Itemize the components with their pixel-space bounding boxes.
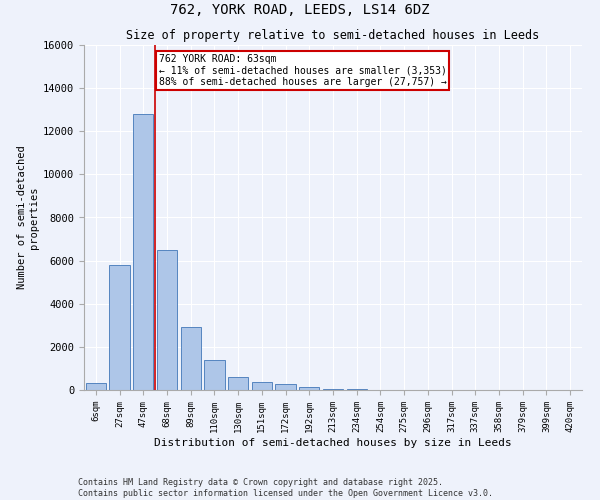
Bar xyxy=(299,386,319,390)
Bar xyxy=(228,377,248,390)
Text: 762 YORK ROAD: 63sqm
← 11% of semi-detached houses are smaller (3,353)
88% of se: 762 YORK ROAD: 63sqm ← 11% of semi-detac… xyxy=(159,54,446,87)
Bar xyxy=(205,360,224,390)
X-axis label: Distribution of semi-detached houses by size in Leeds: Distribution of semi-detached houses by … xyxy=(154,438,512,448)
Bar xyxy=(109,265,130,390)
Bar xyxy=(181,328,201,390)
Bar xyxy=(86,384,106,390)
Bar xyxy=(252,382,272,390)
Bar xyxy=(275,384,296,390)
Y-axis label: Number of semi-detached
properties: Number of semi-detached properties xyxy=(17,146,39,290)
Title: Size of property relative to semi-detached houses in Leeds: Size of property relative to semi-detach… xyxy=(127,30,539,43)
Bar xyxy=(157,250,177,390)
Text: Contains HM Land Registry data © Crown copyright and database right 2025.
Contai: Contains HM Land Registry data © Crown c… xyxy=(78,478,493,498)
Text: 762, YORK ROAD, LEEDS, LS14 6DZ: 762, YORK ROAD, LEEDS, LS14 6DZ xyxy=(170,2,430,16)
Bar xyxy=(133,114,154,390)
Bar xyxy=(323,388,343,390)
